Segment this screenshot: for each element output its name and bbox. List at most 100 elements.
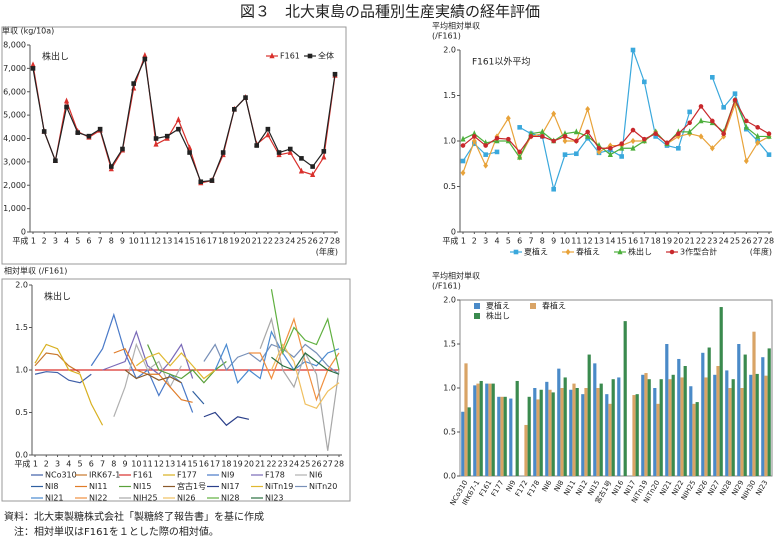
- x-tick-label: 9: [551, 237, 556, 246]
- legend-label: IRK67-1: [89, 471, 120, 480]
- series-line: [32, 56, 336, 183]
- bar: [737, 344, 741, 476]
- bar: [500, 396, 504, 476]
- bar: [464, 363, 468, 476]
- bar: [533, 388, 537, 476]
- bar: [704, 377, 708, 476]
- x-tick-label: 26: [308, 237, 318, 246]
- marker: [153, 140, 159, 147]
- x-tick-label: 23: [278, 460, 288, 469]
- x-tick-label: 20: [244, 460, 254, 469]
- marker: [766, 131, 772, 137]
- legend-label: 3作型合計: [680, 247, 717, 257]
- series-line: [34, 352, 81, 374]
- legend-label: NIH25: [133, 494, 158, 503]
- bar: [461, 411, 465, 476]
- x-tick-label: 5: [75, 237, 80, 246]
- marker: [743, 157, 749, 165]
- series-line: [259, 316, 340, 451]
- legend-label: F177: [177, 471, 197, 480]
- x-tick-label: 16: [628, 237, 638, 246]
- x-tick-label: 10: [129, 237, 139, 246]
- x-tick-label: 2: [42, 237, 47, 246]
- marker: [539, 128, 545, 135]
- marker: [574, 151, 579, 157]
- bar: [668, 379, 672, 476]
- x-tick-label: 25: [296, 237, 306, 246]
- marker: [573, 128, 579, 135]
- marker: [108, 164, 114, 169]
- bar: [560, 388, 564, 476]
- legend-label: 春植え: [542, 301, 566, 311]
- legend-label: NI6: [309, 471, 322, 480]
- marker: [321, 149, 327, 154]
- x-tick-label: 17: [207, 237, 217, 246]
- marker: [298, 167, 305, 174]
- marker: [287, 146, 293, 152]
- marker: [721, 131, 726, 137]
- marker: [766, 152, 772, 157]
- y-axis-label: (/F161): [432, 32, 461, 41]
- x-tick-label: 13: [162, 237, 172, 246]
- bar: [713, 374, 717, 476]
- bar: [548, 389, 552, 476]
- marker: [64, 104, 69, 110]
- bar: [731, 379, 735, 476]
- x-tick-label: 15: [184, 237, 194, 246]
- marker: [471, 137, 477, 145]
- x-tick-label: 21: [252, 237, 262, 246]
- marker: [517, 149, 522, 155]
- bar: [527, 396, 531, 476]
- marker: [551, 186, 556, 192]
- x-tick-label: 26: [311, 460, 321, 469]
- bar: [728, 388, 732, 476]
- x-tick-label: 14: [176, 460, 186, 469]
- marker: [30, 61, 36, 68]
- bar: [599, 383, 603, 476]
- x-tick-label: 16: [196, 237, 206, 246]
- annotation: 株出し: [44, 291, 71, 303]
- x-tick-label: 19: [662, 237, 672, 246]
- bar: [671, 374, 675, 476]
- marker: [75, 130, 81, 135]
- legend-label: NI8: [45, 482, 58, 491]
- x-tick-label: 5: [77, 460, 82, 469]
- x-tick-label: 25: [730, 237, 740, 246]
- marker: [710, 118, 715, 124]
- x-tick-label: 4: [64, 237, 69, 246]
- legend-swatch: [474, 303, 480, 309]
- legend-label: NiTn20: [309, 482, 337, 491]
- y-tick-label: 2.0: [443, 296, 456, 305]
- marker: [562, 137, 568, 145]
- x-tick-label: 3: [483, 237, 488, 246]
- marker: [63, 97, 70, 104]
- bar: [473, 385, 477, 476]
- marker: [483, 162, 489, 169]
- marker: [608, 145, 613, 151]
- marker: [265, 126, 271, 132]
- x-tick-label: 2: [44, 460, 49, 469]
- marker: [617, 248, 623, 255]
- x-tick-label: 19: [233, 460, 243, 469]
- marker: [766, 132, 772, 139]
- marker: [220, 150, 226, 155]
- bar: [485, 383, 489, 476]
- y-axis-label: 平均相対単収: [432, 21, 480, 31]
- series-line: [203, 411, 250, 427]
- x-tick-label: 5: [506, 237, 511, 246]
- marker: [175, 116, 181, 123]
- marker: [176, 126, 181, 132]
- bar: [551, 392, 555, 476]
- source-note: 資料：北大東製糖株式会社「製糖終了報告書」を基に作成: [4, 510, 264, 523]
- marker: [198, 179, 204, 185]
- marker: [307, 53, 313, 59]
- y-axis-label: 平均相対単収: [432, 271, 480, 281]
- marker: [232, 106, 237, 112]
- bar: [596, 388, 600, 476]
- marker: [619, 144, 625, 151]
- legend-label: F161: [280, 52, 300, 61]
- marker: [243, 95, 248, 100]
- x-tick-label: 6: [89, 460, 94, 469]
- x-tick-label: 7: [98, 237, 103, 246]
- bar: [584, 388, 588, 476]
